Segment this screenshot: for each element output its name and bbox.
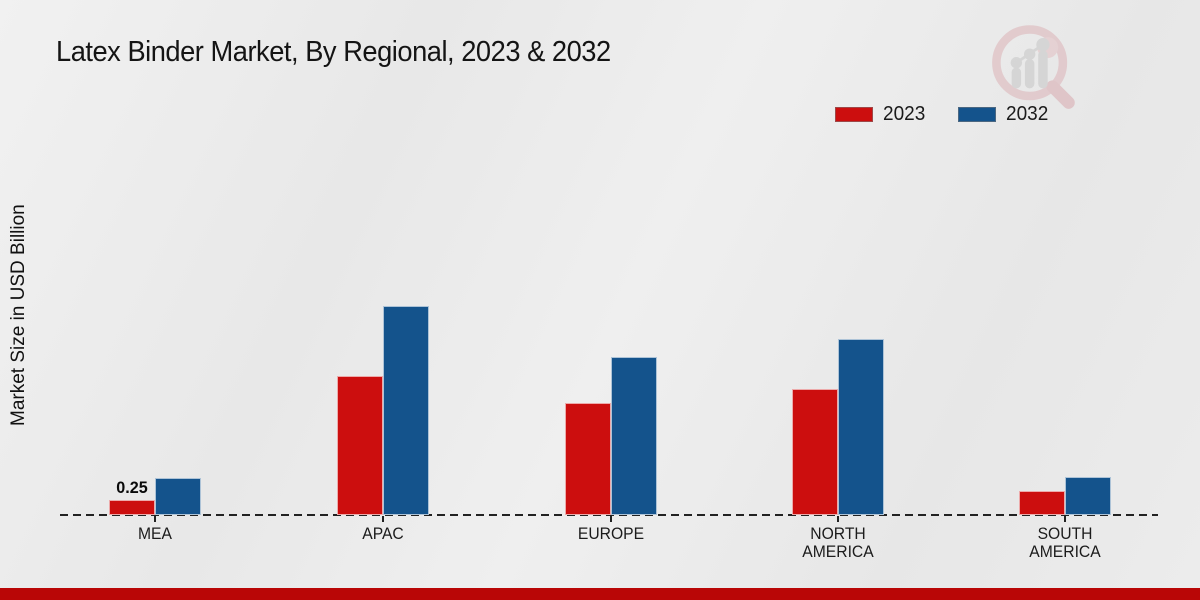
x-axis-dashed-baseline	[60, 514, 1158, 516]
bar-2023-apac	[337, 376, 383, 515]
x-axis-category-label-south: SOUTH AMERICA	[1029, 525, 1101, 561]
x-axis-category-label-apac: APAC	[362, 525, 404, 543]
x-axis-tick-mea	[154, 516, 156, 522]
x-axis-category-label-europe: EUROPE	[577, 525, 645, 543]
bar-2032-north	[838, 339, 884, 515]
legend-item-2032: 2032	[957, 103, 1051, 126]
bar-2032-europe	[611, 357, 657, 515]
legend-swatch-2023	[835, 107, 873, 122]
x-axis-category-label-north: NORTH AMERICA	[802, 525, 874, 561]
x-axis-tick-apac	[382, 516, 384, 522]
legend: 2023 2032	[835, 103, 1050, 126]
legend-label-2023: 2023	[883, 103, 926, 125]
legend-swatch-2032	[957, 107, 996, 122]
bar-2023-mea	[109, 500, 155, 515]
bar-2023-south	[1019, 491, 1065, 515]
x-axis-category-label-mea: MEA	[138, 525, 172, 543]
footer-accent-bar	[0, 588, 1200, 600]
x-axis-tick-north	[837, 516, 839, 522]
x-axis-tick-south	[1064, 516, 1066, 522]
bar-2032-south	[1065, 477, 1111, 515]
chart-title: Latex Binder Market, By Regional, 2023 &…	[56, 36, 611, 68]
x-axis-tick-europe	[610, 516, 612, 522]
bar-value-label-2023-mea: 0.25	[116, 478, 148, 497]
legend-label-2032: 2032	[1005, 103, 1048, 125]
bar-2023-north	[792, 389, 838, 515]
legend-item-2023: 2023	[835, 103, 928, 126]
bar-2032-mea	[155, 478, 201, 515]
bar-2032-apac	[383, 306, 429, 515]
bar-2023-europe	[565, 403, 611, 515]
magnifier-growth-chart-logo-icon	[992, 25, 1075, 109]
